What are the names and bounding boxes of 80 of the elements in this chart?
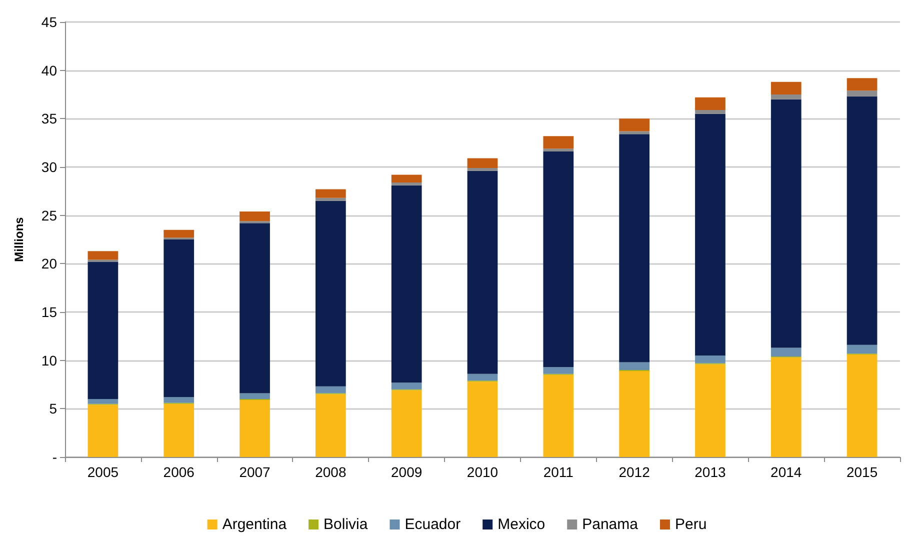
legend-label: Argentina xyxy=(222,516,288,533)
y-tick-label: 20 xyxy=(41,256,58,272)
x-tick-label: 2014 xyxy=(770,464,802,480)
bar xyxy=(88,251,118,260)
bar xyxy=(88,399,118,404)
x-tick-label: 2010 xyxy=(466,464,498,480)
legend-label: Panama xyxy=(582,516,639,533)
bar xyxy=(316,386,346,394)
bar xyxy=(619,118,650,132)
bar xyxy=(316,394,346,457)
bar xyxy=(391,382,422,390)
bar xyxy=(619,362,650,370)
bar xyxy=(240,400,270,457)
x-tick-label: 2008 xyxy=(315,464,346,480)
x-tick-label: 2015 xyxy=(846,464,878,480)
x-tick-label: 2006 xyxy=(163,464,195,480)
bar xyxy=(543,152,574,368)
bar xyxy=(164,397,194,403)
bar xyxy=(164,404,194,457)
y-tick-label: 30 xyxy=(41,159,58,175)
bar xyxy=(770,99,802,348)
bar xyxy=(316,189,346,198)
y-tick-label: 45 xyxy=(41,14,58,30)
bar xyxy=(467,158,498,168)
legend-label: Ecuador xyxy=(404,516,461,533)
bar xyxy=(770,348,802,356)
legend-label: Mexico xyxy=(498,516,546,533)
bar xyxy=(619,370,650,457)
bar xyxy=(770,82,802,94)
x-tick-label: 2007 xyxy=(239,464,271,480)
bar xyxy=(619,134,650,362)
bar xyxy=(88,404,118,457)
bar xyxy=(391,185,422,383)
bar xyxy=(695,364,726,457)
x-tick-label: 2005 xyxy=(87,464,119,480)
bar xyxy=(846,354,878,457)
y-axis-title: Millions xyxy=(12,216,26,262)
bar xyxy=(543,374,574,457)
bar xyxy=(467,170,498,374)
bar xyxy=(695,97,726,110)
bar xyxy=(695,110,726,114)
y-tick-label: 10 xyxy=(41,352,58,368)
bar xyxy=(543,148,574,152)
bar xyxy=(770,94,802,100)
y-tick-label: - xyxy=(52,449,58,465)
bar xyxy=(770,357,802,457)
x-tick-label: 2009 xyxy=(391,464,422,480)
legend-label: Peru xyxy=(674,516,707,533)
bar xyxy=(391,390,422,457)
x-tick-label: 2012 xyxy=(618,464,650,480)
bar xyxy=(316,200,346,386)
y-tick-label: 5 xyxy=(49,400,58,417)
bar xyxy=(695,356,726,364)
bar xyxy=(846,344,878,354)
y-tick-label: 35 xyxy=(41,110,58,127)
x-tick-label: 2013 xyxy=(694,464,726,480)
bar xyxy=(846,78,878,91)
bar xyxy=(240,223,270,394)
bar xyxy=(846,90,878,96)
x-tick-label: 2011 xyxy=(543,464,574,480)
bar xyxy=(391,174,422,182)
bar xyxy=(543,367,574,374)
bar xyxy=(467,382,498,457)
bar xyxy=(164,240,194,398)
bar xyxy=(467,374,498,381)
bar xyxy=(543,136,574,149)
bar xyxy=(695,114,726,356)
bar xyxy=(164,230,194,238)
bar xyxy=(240,211,270,222)
y-tick-label: 40 xyxy=(41,62,58,78)
y-tick-label: 15 xyxy=(41,304,58,320)
bar xyxy=(88,262,118,399)
bar xyxy=(391,182,422,186)
bar xyxy=(619,131,650,134)
bar xyxy=(846,96,878,345)
legend-label: Bolivia xyxy=(324,516,368,533)
bar xyxy=(240,393,270,399)
bar xyxy=(316,198,346,201)
bar xyxy=(467,168,498,171)
y-tick-label: 25 xyxy=(41,207,58,224)
